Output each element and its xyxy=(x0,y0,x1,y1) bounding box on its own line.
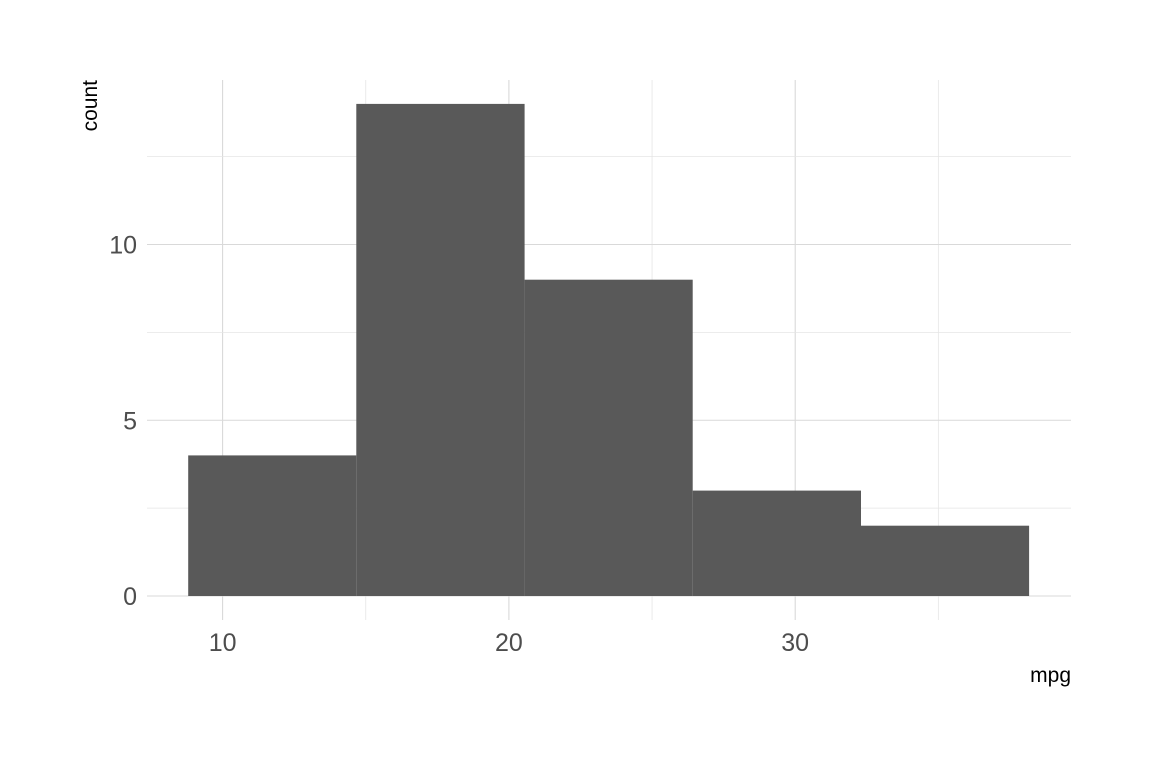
histogram-bar-1 xyxy=(188,455,357,596)
x-tick-label: 10 xyxy=(209,629,237,657)
histogram-bar-3 xyxy=(524,279,693,596)
histogram-bar-4 xyxy=(692,490,861,596)
histogram-bar-2 xyxy=(356,103,525,597)
x-axis-title: mpg xyxy=(1030,664,1071,687)
y-tick-label: 0 xyxy=(123,583,137,611)
y-tick-label: 10 xyxy=(109,232,137,260)
y-axis-title: count xyxy=(79,80,102,132)
tick-labels: 10 20 30 0 5 10 xyxy=(109,232,809,658)
x-tick-label: 20 xyxy=(495,629,523,657)
y-tick-label: 5 xyxy=(123,407,137,435)
histogram-bar-5 xyxy=(861,525,1030,596)
x-tick-label: 30 xyxy=(781,629,809,657)
histogram-bars xyxy=(188,103,1030,597)
